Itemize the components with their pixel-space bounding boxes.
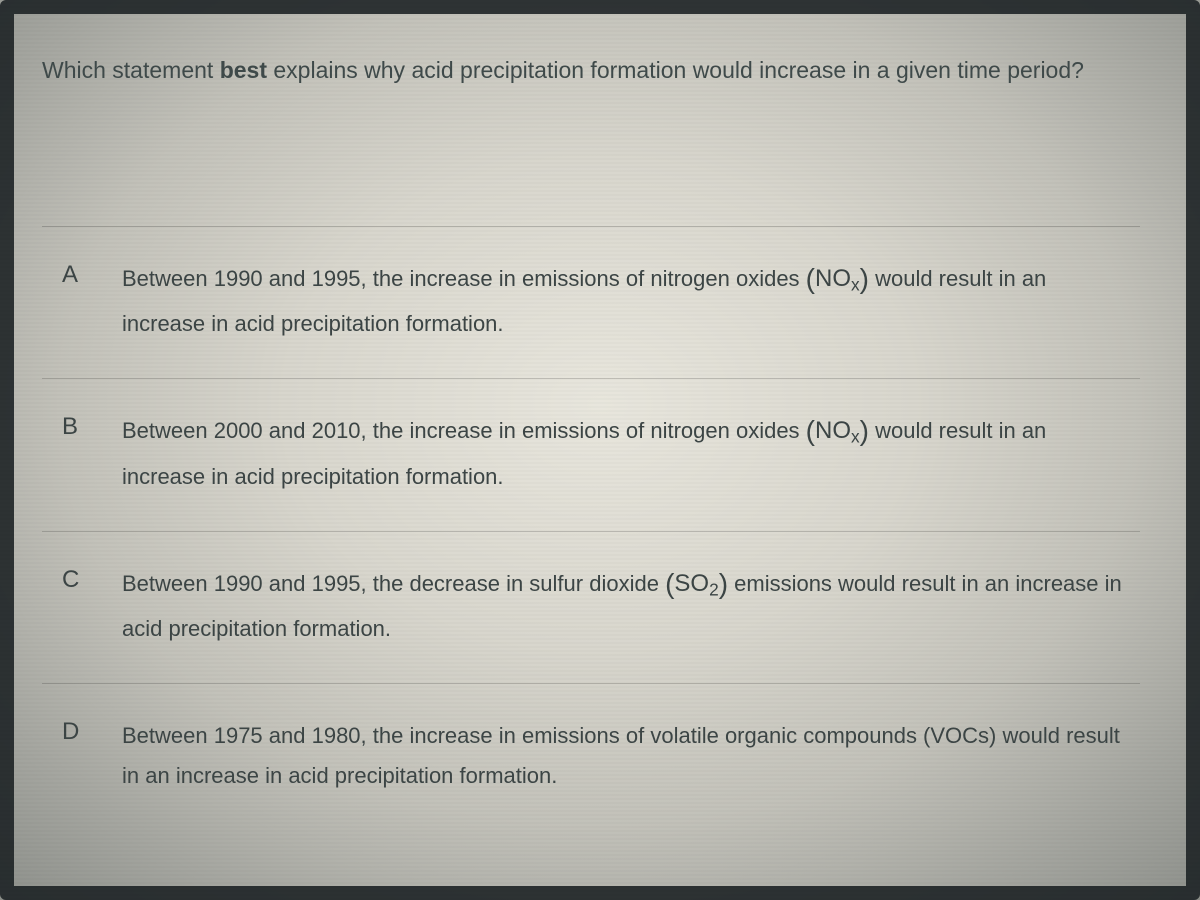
choice-text: Between 1975 and 1980, the increase in e… — [122, 716, 1128, 796]
question-pre: Which statement — [42, 57, 220, 83]
answer-choice-a[interactable]: A Between 1990 and 1995, the increase in… — [42, 227, 1140, 379]
answer-choice-d[interactable]: D Between 1975 and 1980, the increase in… — [42, 684, 1140, 830]
answer-choice-b[interactable]: B Between 2000 and 2010, the increase in… — [42, 379, 1140, 531]
question-post: explains why acid precipitation formatio… — [267, 57, 1084, 83]
choice-text: Between 2000 and 2010, the increase in e… — [122, 411, 1128, 496]
choice-letter: B — [62, 411, 94, 496]
answer-choice-list: A Between 1990 and 1995, the increase in… — [42, 226, 1140, 830]
answer-choice-c[interactable]: C Between 1990 and 1995, the decrease in… — [42, 532, 1140, 684]
choice-letter: D — [62, 716, 94, 796]
choice-letter: C — [62, 564, 94, 649]
choice-text: Between 1990 and 1995, the increase in e… — [122, 259, 1128, 344]
choice-text: Between 1990 and 1995, the decrease in s… — [122, 564, 1128, 649]
formula-nox: (NOx) — [806, 417, 869, 444]
formula-so2: (SO2) — [665, 570, 728, 597]
choice-letter: A — [62, 259, 94, 344]
formula-nox: (NOx) — [806, 265, 869, 292]
question-stem: Which statement best explains why acid p… — [42, 48, 1140, 92]
question-bold: best — [220, 57, 267, 83]
